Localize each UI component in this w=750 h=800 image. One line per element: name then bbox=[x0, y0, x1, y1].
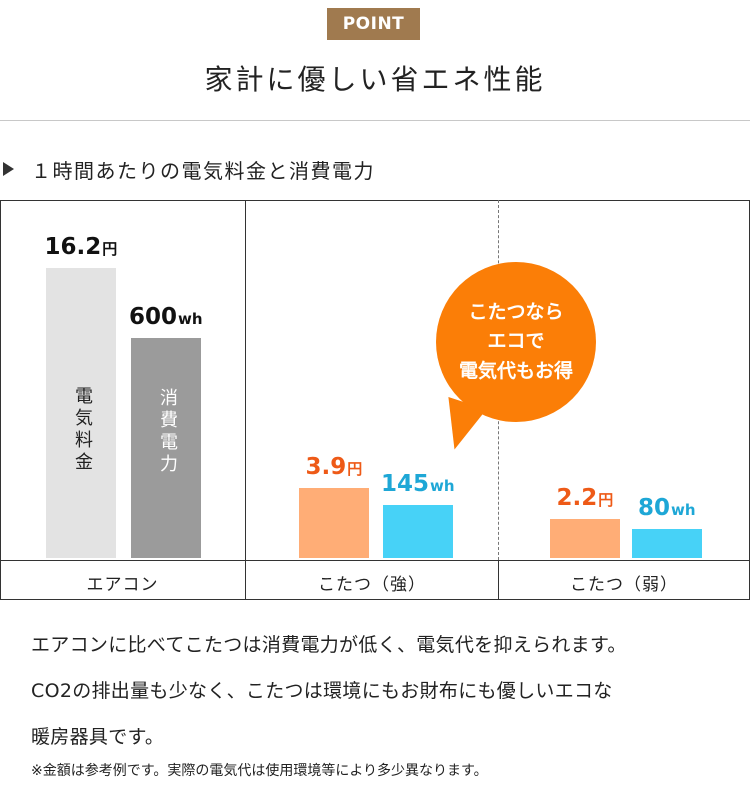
callout-line-1: こたつなら bbox=[468, 300, 564, 323]
category-label-kotatsu-weak: こたつ（弱） bbox=[570, 575, 678, 595]
description-line-1: エアコンに比べてこたつは消費電力が低く、電気代を抑えられます。 bbox=[31, 634, 627, 656]
value-unit: 円 bbox=[102, 240, 118, 258]
callout-line-3: 電気代もお得 bbox=[458, 359, 573, 382]
value-label-kotatsu-weak-cost: 2.2円 bbox=[556, 484, 614, 511]
point-badge: POINT bbox=[327, 8, 420, 40]
bar-kotatsu-strong-cost bbox=[299, 488, 369, 558]
value-number: 2.2 bbox=[556, 484, 598, 511]
value-unit: wh bbox=[178, 310, 203, 328]
category-label-aircon: エアコン bbox=[86, 575, 159, 595]
panel-divider-1 bbox=[245, 200, 246, 600]
footnote: ※金額は参考例です。実際の電気代は使用環境等により多少異なります。 bbox=[31, 763, 488, 779]
chart-subtitle: １時間あたりの電気料金と消費電力 bbox=[31, 158, 375, 183]
value-number: 80 bbox=[638, 494, 671, 521]
description-line-3: 暖房器具です。 bbox=[31, 726, 165, 748]
bar-text-cost: 電気料金 bbox=[72, 386, 93, 474]
bar-kotatsu-weak-power bbox=[632, 528, 702, 558]
value-unit: wh bbox=[430, 476, 455, 495]
chart-subtitle-row: １時間あたりの電気料金と消費電力 bbox=[0, 154, 375, 184]
value-number: 16.2 bbox=[44, 234, 102, 260]
value-label-kotatsu-strong-power: 145wh bbox=[381, 470, 455, 497]
value-unit: 円 bbox=[347, 460, 363, 479]
category-label-kotatsu-strong: こたつ（強） bbox=[318, 575, 426, 595]
category-row-divider bbox=[0, 560, 750, 561]
title-divider bbox=[0, 120, 750, 121]
value-label-kotatsu-strong-cost: 3.9円 bbox=[306, 456, 363, 479]
value-unit: 円 bbox=[598, 490, 614, 509]
panel-divider-2 bbox=[498, 560, 499, 600]
bar-text-power: 消費電力 bbox=[157, 388, 178, 476]
callout-line-2: エコで bbox=[487, 330, 545, 353]
bar-kotatsu-weak-cost bbox=[550, 518, 620, 558]
page-title: 家計に優しい省エネ性能 bbox=[204, 63, 546, 96]
value-label-aircon-cost: 16.2円 bbox=[45, 236, 118, 259]
description-line-2: CO2の排出量も少なく、こたつは環境にもお財布にも優しいエコな bbox=[31, 680, 613, 702]
value-unit: wh bbox=[671, 500, 696, 519]
value-label-kotatsu-weak-power: 80wh bbox=[638, 494, 696, 521]
triangle-bullet-icon bbox=[3, 162, 14, 176]
callout-bubble: こたつなら エコで 電気代もお得 bbox=[436, 262, 596, 422]
value-number: 145 bbox=[381, 470, 430, 497]
bar-aircon-cost: 電気料金 bbox=[46, 268, 116, 558]
bar-kotatsu-strong-power bbox=[383, 504, 453, 558]
value-number: 3.9 bbox=[305, 454, 347, 481]
bar-aircon-power: 消費電力 bbox=[131, 338, 201, 558]
value-label-aircon-power: 600wh bbox=[129, 306, 203, 329]
value-number: 600 bbox=[129, 304, 178, 330]
